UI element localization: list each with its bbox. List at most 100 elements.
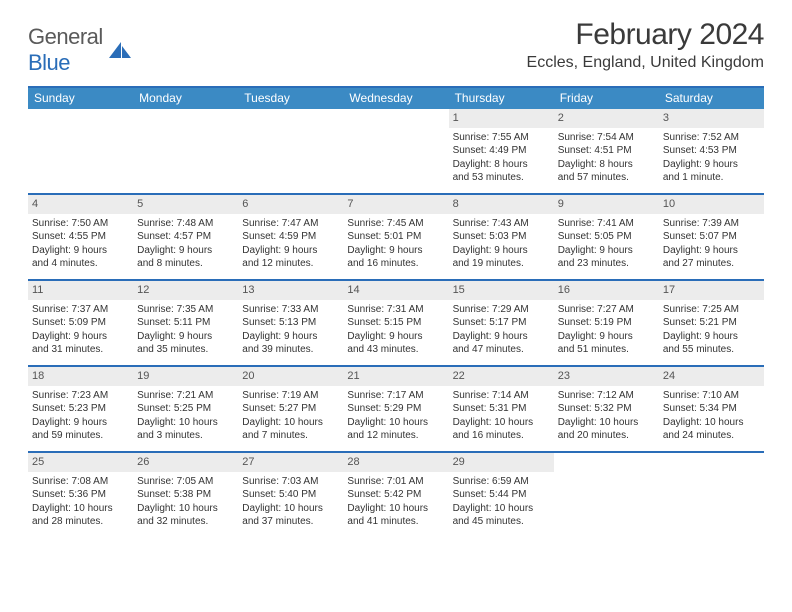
day-cell: .: [659, 453, 764, 537]
day-info-line: Sunrise: 7:45 AM: [347, 217, 444, 231]
day-info-line: and 28 minutes.: [32, 515, 129, 529]
logo-text: General Blue: [28, 24, 103, 76]
day-number: 23: [554, 367, 659, 386]
day-info-line: Sunrise: 7:47 AM: [242, 217, 339, 231]
day-info-line: Daylight: 9 hours: [242, 244, 339, 258]
day-info-line: Sunrise: 7:19 AM: [242, 389, 339, 403]
day-info-line: Sunset: 5:19 PM: [558, 316, 655, 330]
day-info-line: Daylight: 9 hours: [347, 244, 444, 258]
weekday-header: Monday: [133, 88, 238, 109]
day-info-line: and 55 minutes.: [663, 343, 760, 357]
day-cell: 9Sunrise: 7:41 AMSunset: 5:05 PMDaylight…: [554, 195, 659, 279]
day-info-line: Sunset: 4:59 PM: [242, 230, 339, 244]
logo-word-general: General: [28, 24, 103, 49]
day-info-line: Sunrise: 7:10 AM: [663, 389, 760, 403]
calendar-page: General Blue February 2024 Eccles, Engla…: [0, 0, 792, 547]
week-row: ....1Sunrise: 7:55 AMSunset: 4:49 PMDayl…: [28, 109, 764, 193]
day-number: 18: [28, 367, 133, 386]
day-info-line: and 37 minutes.: [242, 515, 339, 529]
day-cell: 6Sunrise: 7:47 AMSunset: 4:59 PMDaylight…: [238, 195, 343, 279]
day-info-line: and 16 minutes.: [347, 257, 444, 271]
day-info-line: Sunset: 5:42 PM: [347, 488, 444, 502]
day-number: 2: [554, 109, 659, 128]
day-info-line: and 19 minutes.: [453, 257, 550, 271]
day-number: .: [28, 109, 133, 128]
day-info-line: Sunrise: 7:55 AM: [453, 131, 550, 145]
day-info-line: and 43 minutes.: [347, 343, 444, 357]
day-info-line: Sunrise: 7:33 AM: [242, 303, 339, 317]
day-info-line: Sunset: 5:40 PM: [242, 488, 339, 502]
day-cell: 25Sunrise: 7:08 AMSunset: 5:36 PMDayligh…: [28, 453, 133, 537]
weekday-header-row: SundayMondayTuesdayWednesdayThursdayFrid…: [28, 88, 764, 109]
day-info-line: and 39 minutes.: [242, 343, 339, 357]
day-info-line: Sunset: 5:34 PM: [663, 402, 760, 416]
day-info-line: Sunset: 5:27 PM: [242, 402, 339, 416]
day-cell: 16Sunrise: 7:27 AMSunset: 5:19 PMDayligh…: [554, 281, 659, 365]
day-info-line: Sunrise: 7:25 AM: [663, 303, 760, 317]
day-number: 4: [28, 195, 133, 214]
day-number: 8: [449, 195, 554, 214]
weekday-header: Wednesday: [343, 88, 448, 109]
day-number: .: [238, 109, 343, 128]
week-row: 25Sunrise: 7:08 AMSunset: 5:36 PMDayligh…: [28, 451, 764, 537]
day-info-line: Sunrise: 7:03 AM: [242, 475, 339, 489]
header: General Blue February 2024 Eccles, Engla…: [28, 18, 764, 76]
day-info-line: Daylight: 10 hours: [137, 416, 234, 430]
day-cell: .: [133, 109, 238, 193]
day-info-line: Sunrise: 7:21 AM: [137, 389, 234, 403]
day-info-line: and 45 minutes.: [453, 515, 550, 529]
day-number: 11: [28, 281, 133, 300]
day-info-line: Daylight: 8 hours: [558, 158, 655, 172]
weekday-header: Tuesday: [238, 88, 343, 109]
day-info-line: and 59 minutes.: [32, 429, 129, 443]
day-info-line: Daylight: 9 hours: [663, 244, 760, 258]
day-info-line: Sunset: 5:11 PM: [137, 316, 234, 330]
day-info-line: Sunset: 5:17 PM: [453, 316, 550, 330]
day-info-line: and 12 minutes.: [347, 429, 444, 443]
day-number: 12: [133, 281, 238, 300]
day-cell: 27Sunrise: 7:03 AMSunset: 5:40 PMDayligh…: [238, 453, 343, 537]
day-info-line: Sunset: 4:55 PM: [32, 230, 129, 244]
location-text: Eccles, England, United Kingdom: [527, 54, 764, 72]
day-info-line: Sunrise: 7:12 AM: [558, 389, 655, 403]
day-cell: .: [554, 453, 659, 537]
day-number: .: [554, 453, 659, 472]
day-info-line: Sunset: 5:05 PM: [558, 230, 655, 244]
day-info-line: Sunrise: 7:35 AM: [137, 303, 234, 317]
day-info-line: Daylight: 9 hours: [558, 244, 655, 258]
day-info-line: Sunset: 5:13 PM: [242, 316, 339, 330]
day-number: 27: [238, 453, 343, 472]
day-cell: 28Sunrise: 7:01 AMSunset: 5:42 PMDayligh…: [343, 453, 448, 537]
day-info-line: and 16 minutes.: [453, 429, 550, 443]
day-cell: 29Sunrise: 6:59 AMSunset: 5:44 PMDayligh…: [449, 453, 554, 537]
day-cell: 22Sunrise: 7:14 AMSunset: 5:31 PMDayligh…: [449, 367, 554, 451]
day-cell: 14Sunrise: 7:31 AMSunset: 5:15 PMDayligh…: [343, 281, 448, 365]
day-cell: 4Sunrise: 7:50 AMSunset: 4:55 PMDaylight…: [28, 195, 133, 279]
day-info-line: Sunset: 5:21 PM: [663, 316, 760, 330]
day-info-line: Sunrise: 7:27 AM: [558, 303, 655, 317]
day-info-line: Sunset: 5:23 PM: [32, 402, 129, 416]
day-number: 26: [133, 453, 238, 472]
day-info-line: Sunset: 4:53 PM: [663, 144, 760, 158]
day-number: .: [133, 109, 238, 128]
day-info-line: Sunrise: 7:54 AM: [558, 131, 655, 145]
day-cell: 13Sunrise: 7:33 AMSunset: 5:13 PMDayligh…: [238, 281, 343, 365]
day-number: .: [659, 453, 764, 472]
day-info-line: Sunrise: 7:52 AM: [663, 131, 760, 145]
day-info-line: and 32 minutes.: [137, 515, 234, 529]
day-cell: 19Sunrise: 7:21 AMSunset: 5:25 PMDayligh…: [133, 367, 238, 451]
day-info-line: Daylight: 9 hours: [32, 416, 129, 430]
day-info-line: Daylight: 9 hours: [137, 330, 234, 344]
day-cell: 1Sunrise: 7:55 AMSunset: 4:49 PMDaylight…: [449, 109, 554, 193]
day-info-line: Sunset: 5:44 PM: [453, 488, 550, 502]
day-info-line: Sunset: 4:49 PM: [453, 144, 550, 158]
day-info-line: Daylight: 10 hours: [663, 416, 760, 430]
logo: General Blue: [28, 24, 133, 76]
weekday-header: Saturday: [659, 88, 764, 109]
day-info-line: Sunrise: 7:50 AM: [32, 217, 129, 231]
day-number: 28: [343, 453, 448, 472]
day-info-line: Daylight: 9 hours: [32, 330, 129, 344]
day-number: 20: [238, 367, 343, 386]
day-number: 25: [28, 453, 133, 472]
day-cell: .: [238, 109, 343, 193]
